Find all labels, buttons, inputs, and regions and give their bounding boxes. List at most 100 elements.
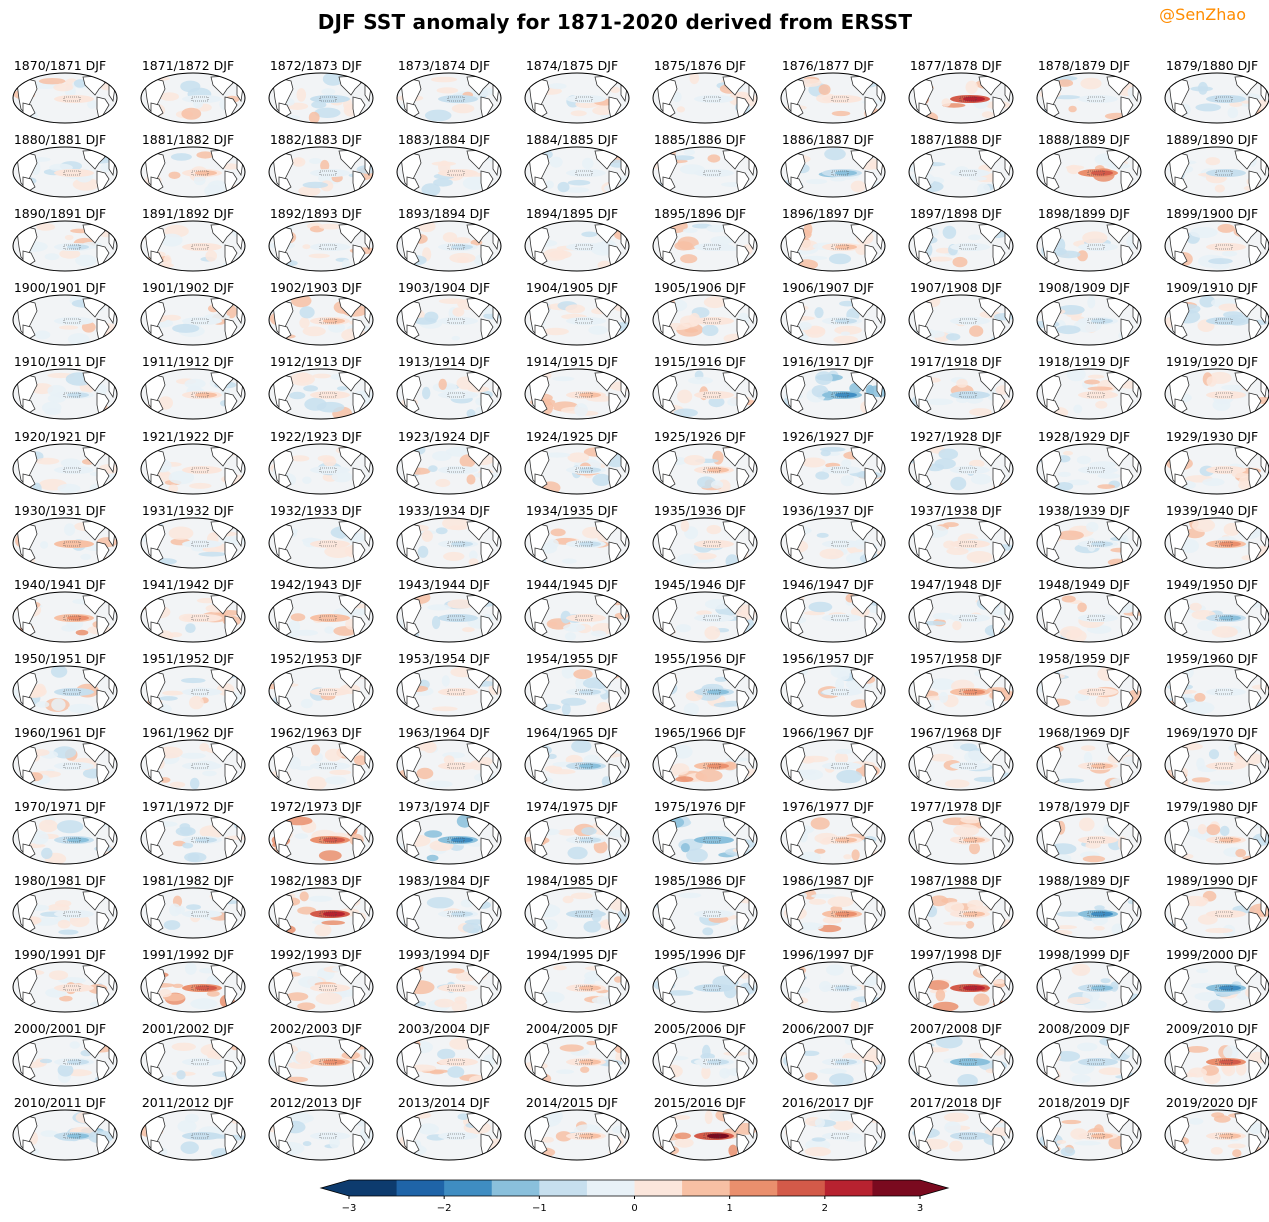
sst-map: [780, 294, 886, 346]
panel-title: 1942/1943 DJF: [269, 577, 363, 592]
panel-title: 1914/1915 DJF: [525, 354, 619, 369]
map-panel: 2012/2013 DJF: [262, 1095, 390, 1169]
map-panel: 1988/1989 DJF: [1030, 873, 1158, 947]
sst-map: [268, 813, 374, 865]
panel-title: 1906/1907 DJF: [781, 280, 875, 295]
map-panel: 1952/1953 DJF: [262, 651, 390, 725]
panel-title: 1918/1919 DJF: [1037, 354, 1131, 369]
map-panel: 1873/1874 DJF: [390, 58, 518, 132]
map-panel: 1962/1963 DJF: [262, 725, 390, 799]
map-panel: 1953/1954 DJF: [390, 651, 518, 725]
map-panel: 1872/1873 DJF: [262, 58, 390, 132]
colorbar-tick-label: −3: [341, 1203, 357, 1214]
panel-title: 1894/1895 DJF: [525, 206, 619, 221]
sst-map: [1036, 813, 1142, 865]
map-panel: 1948/1949 DJF: [1030, 577, 1158, 651]
map-panel: 1910/1911 DJF: [6, 354, 134, 428]
map-panel: 1985/1986 DJF: [646, 873, 774, 947]
map-panel: 1993/1994 DJF: [390, 947, 518, 1021]
panel-title: 1962/1963 DJF: [269, 725, 363, 740]
sst-map: [1036, 887, 1142, 939]
map-panel: 1966/1967 DJF: [774, 725, 902, 799]
map-panel: 1979/1980 DJF: [1158, 799, 1269, 873]
panel-title: 1999/2000 DJF: [1165, 947, 1259, 962]
sst-map: [1036, 294, 1142, 346]
panel-title: 2019/2020 DJF: [1165, 1095, 1259, 1110]
sst-map: [396, 591, 502, 643]
colorbar-tick-label: 0: [631, 1203, 638, 1214]
panel-title: 1966/1967 DJF: [781, 725, 875, 740]
map-panel: 1899/1900 DJF: [1158, 206, 1269, 280]
map-panel: 1961/1962 DJF: [134, 725, 262, 799]
sst-map: [140, 517, 246, 569]
sst-map: [140, 665, 246, 717]
map-panel: 1892/1893 DJF: [262, 206, 390, 280]
panel-title: 1885/1886 DJF: [653, 132, 747, 147]
panel-title: 1925/1926 DJF: [653, 429, 747, 444]
sst-map: [652, 961, 758, 1013]
sst-map: [908, 813, 1014, 865]
panel-title: 1901/1902 DJF: [141, 280, 235, 295]
panel-title: 1997/1998 DJF: [909, 947, 1003, 962]
map-panel: 2014/2015 DJF: [518, 1095, 646, 1169]
map-panel: 1886/1887 DJF: [774, 132, 902, 206]
panel-title: 1923/1924 DJF: [397, 429, 491, 444]
sst-map: [268, 665, 374, 717]
map-panel: 1932/1933 DJF: [262, 503, 390, 577]
sst-map: [1164, 813, 1269, 865]
sst-map: [268, 739, 374, 791]
map-panel: 1938/1939 DJF: [1030, 503, 1158, 577]
map-panel: 1885/1886 DJF: [646, 132, 774, 206]
map-panel: 1929/1930 DJF: [1158, 429, 1269, 503]
map-panel: 1887/1888 DJF: [902, 132, 1030, 206]
panel-title: 2014/2015 DJF: [525, 1095, 619, 1110]
sst-map: [908, 1109, 1014, 1161]
map-panel: 1921/1922 DJF: [134, 429, 262, 503]
panel-title: 1908/1909 DJF: [1037, 280, 1131, 295]
sst-map: [1036, 443, 1142, 495]
panel-title: 2010/2011 DJF: [13, 1095, 107, 1110]
panel-title: 2011/2012 DJF: [141, 1095, 235, 1110]
panel-title: 1929/1930 DJF: [1165, 429, 1259, 444]
sst-map: [780, 591, 886, 643]
sst-map: [268, 294, 374, 346]
map-panel: 1991/1992 DJF: [134, 947, 262, 1021]
map-panel: 1941/1942 DJF: [134, 577, 262, 651]
map-panel: 2009/2010 DJF: [1158, 1021, 1269, 1095]
map-panel: 1907/1908 DJF: [902, 280, 1030, 354]
map-panel: 1940/1941 DJF: [6, 577, 134, 651]
panel-title: 1959/1960 DJF: [1165, 651, 1259, 666]
sst-map: [268, 146, 374, 198]
map-panel: 1890/1891 DJF: [6, 206, 134, 280]
sst-map: [140, 443, 246, 495]
panel-title: 2008/2009 DJF: [1037, 1021, 1131, 1036]
sst-map: [1164, 739, 1269, 791]
sst-map: [12, 739, 118, 791]
colorbar-tick-label: −2: [436, 1203, 452, 1214]
map-panel: 1933/1934 DJF: [390, 503, 518, 577]
sst-map: [12, 517, 118, 569]
sst-map: [1036, 146, 1142, 198]
sst-map: [396, 220, 502, 272]
sst-map: [140, 887, 246, 939]
map-panel: 1879/1880 DJF: [1158, 58, 1269, 132]
panel-title: 1980/1981 DJF: [13, 873, 107, 888]
sst-map: [1036, 517, 1142, 569]
sst-map: [396, 146, 502, 198]
panel-title: 1986/1987 DJF: [781, 873, 875, 888]
panel-title: 1910/1911 DJF: [13, 354, 107, 369]
map-panel: 1920/1921 DJF: [6, 429, 134, 503]
sst-map: [780, 1109, 886, 1161]
map-panel: 1975/1976 DJF: [646, 799, 774, 873]
map-panel: 1974/1975 DJF: [518, 799, 646, 873]
map-panel: 1900/1901 DJF: [6, 280, 134, 354]
sst-map: [908, 591, 1014, 643]
sst-map: [12, 591, 118, 643]
panel-title: 1889/1890 DJF: [1165, 132, 1259, 147]
sst-map: [524, 961, 630, 1013]
panel-title: 1870/1871 DJF: [13, 58, 107, 73]
sst-map: [652, 294, 758, 346]
sst-map: [524, 1035, 630, 1087]
sst-map: [1164, 294, 1269, 346]
panel-title: 1878/1879 DJF: [1037, 58, 1131, 73]
